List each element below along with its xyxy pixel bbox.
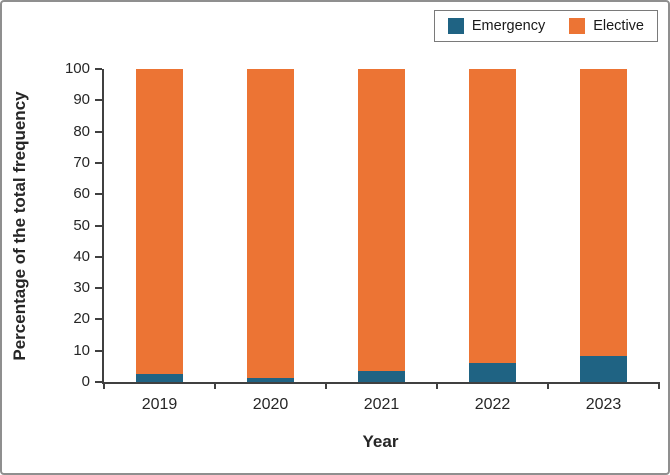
bar-segment-elective <box>247 69 294 378</box>
y-tick-label: 60 <box>73 185 90 203</box>
y-tick <box>95 287 102 290</box>
x-tick <box>214 382 216 389</box>
y-tick-label: 20 <box>73 310 90 328</box>
y-tick <box>95 255 102 258</box>
x-tick <box>436 382 438 389</box>
bar-segment-emergency <box>580 356 627 382</box>
y-tick <box>95 193 102 196</box>
bar-segment-emergency <box>469 363 516 382</box>
x-tick <box>325 382 327 389</box>
bar-2020 <box>247 69 294 382</box>
bar-2019 <box>136 69 183 382</box>
emergency-swatch-icon <box>447 18 464 34</box>
y-tick-label: 40 <box>73 247 90 265</box>
y-tick <box>95 224 102 227</box>
y-tick-label: 100 <box>64 60 90 77</box>
y-tick-label: 10 <box>73 341 90 359</box>
y-tick <box>95 130 102 133</box>
bar-segment-elective <box>358 69 405 372</box>
y-tick-label: 30 <box>73 279 90 297</box>
bar-segment-elective <box>469 69 516 364</box>
x-tick <box>658 382 660 389</box>
x-tick-label: 2019 <box>141 396 178 413</box>
x-axis-title: Year <box>362 432 399 451</box>
elective-swatch-icon <box>569 18 586 34</box>
bar-segment-emergency <box>136 374 183 382</box>
y-tick <box>95 349 102 352</box>
y-tick <box>95 99 102 102</box>
y-tick-label: 70 <box>73 153 90 171</box>
y-axis-title: Percentage of the total frequency <box>10 91 29 361</box>
plot-area: 0 10 20 30 40 50 60 70 80 90 100 2019 2020 2021 2022 20… <box>65 60 660 413</box>
legend-item-elective: Elective <box>569 18 644 34</box>
x-tick-label: 2021 <box>363 396 400 413</box>
bar-segment-emergency <box>247 377 294 382</box>
bar-2022 <box>469 69 516 382</box>
bar-segment-emergency <box>358 371 405 382</box>
legend-label-elective: Elective <box>593 18 644 34</box>
y-tick-label: 90 <box>73 91 90 109</box>
x-tick-label: 2023 <box>585 396 622 413</box>
x-tick <box>103 382 105 389</box>
y-tick <box>95 381 102 383</box>
x-tick <box>547 382 549 389</box>
y-tick-label: 50 <box>73 216 90 234</box>
x-tick-label: 2022 <box>474 396 511 413</box>
x-tick-label: 2020 <box>252 396 289 413</box>
legend-label-emergency: Emergency <box>471 18 546 34</box>
bar-segment-elective <box>580 69 627 357</box>
y-tick-label: 80 <box>73 122 90 140</box>
y-tick <box>95 318 102 321</box>
bar-segment-elective <box>136 69 183 375</box>
legend-item-emergency: Emergency <box>447 18 546 34</box>
y-tick-label: 0 <box>81 373 90 390</box>
y-tick <box>95 68 102 70</box>
bar-2023 <box>580 69 627 382</box>
y-tick <box>95 161 102 164</box>
bar-2021 <box>358 69 405 382</box>
legend: Emergency Elective <box>433 10 658 42</box>
